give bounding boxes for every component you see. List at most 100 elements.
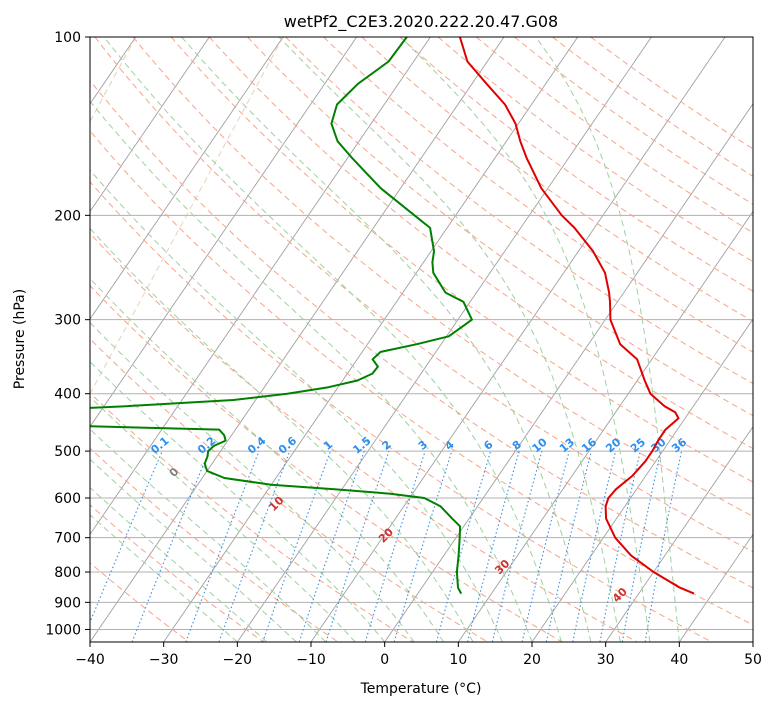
dry-adiabat-label: 0	[167, 465, 182, 480]
mixing-ratio-line	[521, 450, 570, 642]
isotherm-line	[90, 37, 210, 213]
mixing-ratio-line	[325, 450, 390, 642]
mixing-ratio-line	[90, 450, 163, 624]
isotherm-line	[236, 37, 652, 642]
x-tick-label: 0	[380, 652, 389, 668]
moist-adiabat-line	[535, 37, 680, 642]
y-axis-label: Pressure (hPa)	[12, 289, 28, 389]
mixing-ratio-line	[393, 450, 453, 642]
moist-adiabat-line	[90, 486, 268, 642]
moist-adiabat-line	[90, 458, 297, 642]
dry-adiabat-line	[132, 37, 753, 518]
dry-adiabat-line	[552, 37, 753, 177]
dry-adiabat-line	[170, 37, 753, 483]
chart-title: wetPf2_C2E3.2020.222.20.47.G08	[284, 12, 558, 32]
dry-adiabat-line	[90, 181, 712, 642]
y-axis-ticks: 1000 900 800 700 600 500 400 300 200 100	[45, 30, 90, 638]
y-tick-label: 100	[54, 30, 81, 46]
isotherm-line	[384, 103, 753, 642]
mixing-ratio-line	[545, 450, 592, 642]
dry-adiabat-line	[475, 37, 753, 234]
moist-adiabat-line	[90, 428, 327, 642]
x-tick-label: 10	[449, 652, 467, 668]
y-tick-label: 1000	[45, 622, 81, 638]
dry-adiabat-line	[90, 504, 264, 642]
isotherm-line	[90, 37, 505, 642]
mixing-ratio-line	[466, 450, 520, 642]
moist-adiabat-line	[103, 37, 562, 642]
dry-adiabat-line	[361, 37, 753, 322]
moist-adiabat-line	[278, 37, 621, 642]
mixing-ratio-label: 10	[530, 435, 550, 455]
moist-adiabat-line	[400, 37, 651, 642]
mixing-ratio-lines	[90, 450, 683, 642]
x-tick-label: 40	[670, 652, 688, 668]
isotherm-line	[457, 210, 753, 642]
mixing-ratio-label: 6	[481, 438, 495, 453]
dry-adiabat-line	[90, 130, 753, 626]
dry-adiabat-line	[90, 392, 414, 642]
y-tick-label: 400	[54, 387, 81, 403]
y-tick-label: 800	[54, 565, 81, 581]
x-tick-label: −40	[75, 652, 105, 668]
sounding-profiles	[90, 37, 695, 595]
moist-adiabat-line	[181, 37, 592, 642]
y-tick-label: 900	[54, 595, 81, 611]
dry-adiabat-line	[437, 37, 753, 263]
isotherm-line	[163, 37, 579, 642]
mixing-ratio-line	[218, 450, 291, 642]
mixing-ratio-line	[185, 450, 260, 642]
mixing-ratio-line	[364, 450, 426, 642]
mixing-ratio-line	[298, 450, 365, 642]
mixing-ratio-line	[491, 450, 543, 642]
isotherm-line	[90, 37, 358, 428]
mixing-ratio-label: 16	[579, 435, 599, 455]
dry-adiabat-line	[285, 37, 753, 385]
x-axis-label: Temperature (°C)	[360, 681, 482, 697]
x-tick-label: −30	[149, 652, 179, 668]
mixing-ratio-line	[131, 450, 210, 642]
moist-adiabat-line	[90, 360, 386, 642]
dry-adiabats	[90, 37, 753, 642]
y-tick-label: 300	[54, 313, 81, 329]
mixing-ratio-line	[599, 450, 641, 642]
moist-adiabat-line	[90, 321, 415, 642]
x-tick-label: 20	[523, 652, 541, 668]
dry-adiabat-line	[90, 562, 190, 642]
moist-adiabat-line	[90, 100, 533, 642]
isotherm-line	[678, 533, 753, 642]
mixing-ratio-line	[435, 450, 492, 642]
mixing-ratio-label: 0.4	[245, 434, 269, 457]
moist-adiabat-line	[90, 396, 356, 642]
y-tick-label: 200	[54, 208, 81, 224]
mixing-ratio-label: 25	[628, 436, 648, 456]
x-tick-label: 30	[597, 652, 615, 668]
dry-adiabat-line	[90, 232, 638, 642]
y-tick-label: 700	[54, 531, 81, 547]
mixing-ratio-label: 36	[669, 435, 689, 455]
dry-adiabat-label: 10	[266, 494, 286, 514]
dry-adiabat-line	[323, 37, 753, 353]
mixing-ratio-line	[644, 450, 683, 642]
mixing-ratio-label: 1.5	[350, 434, 373, 456]
dry-adiabat-label: -20	[0, 399, 1, 422]
isotherm-line	[0, 37, 62, 642]
x-tick-label: −20	[223, 652, 253, 668]
mixing-ratio-label: 0.6	[276, 434, 300, 457]
x-tick-label: 50	[744, 652, 762, 668]
mixing-ratio-line	[572, 450, 617, 642]
moist-adiabat-line	[90, 227, 474, 642]
moist-adiabat-line	[90, 277, 445, 642]
moist-adiabats	[90, 37, 680, 642]
isotherm-line	[752, 641, 753, 642]
isobar-gridlines	[90, 37, 753, 630]
y-tick-label: 500	[54, 444, 81, 460]
plot-area: -100-90-80-70-60-50-40-30-20-10010203040…	[0, 37, 753, 642]
plot-frame	[89, 36, 754, 643]
isotherm-lines	[0, 37, 753, 642]
dry-adiabat-line	[90, 338, 488, 642]
profile-line	[90, 37, 473, 595]
y-tick-label: 600	[54, 491, 81, 507]
